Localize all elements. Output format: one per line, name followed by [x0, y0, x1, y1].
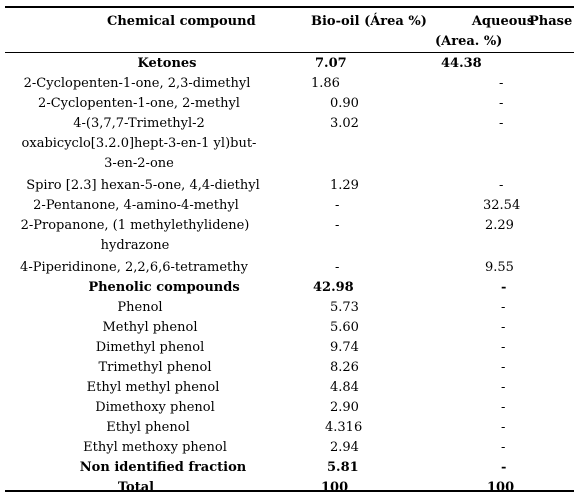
compound-name: Non identified fraction — [79, 460, 247, 475]
header-aqueous-line2: (Area. %) — [435, 34, 503, 49]
aqueous-value: - — [499, 96, 504, 111]
header-phase: Phase — [529, 14, 573, 29]
biooil-value: 100 — [321, 480, 349, 495]
compound-name: Ethyl phenol — [106, 420, 190, 435]
biooil-value: 1.86 — [311, 76, 340, 91]
aqueous-value: - — [501, 380, 506, 395]
compound-name: Dimethyl phenol — [95, 340, 205, 355]
aqueous-value: 9.55 — [485, 260, 514, 275]
biooil-value: 4.84 — [330, 380, 359, 395]
biooil-value: 1.29 — [330, 178, 359, 193]
compound-name: 2-Cyclopenten-1-one, 2-methyl — [38, 96, 240, 111]
aqueous-value: 100 — [487, 480, 515, 495]
aqueous-value: - — [499, 76, 504, 91]
aqueous-value: - — [501, 440, 506, 455]
compound-name: Phenolic compounds — [88, 280, 240, 295]
biooil-value: 2.90 — [330, 400, 359, 415]
biooil-value: 9.74 — [330, 340, 359, 355]
compound-name: Trimethyl phenol — [98, 360, 212, 375]
biooil-value: 5.60 — [330, 320, 359, 335]
biooil-value: 5.73 — [330, 300, 359, 315]
aqueous-value: 2.29 — [485, 218, 514, 233]
compound-name: Phenol — [117, 300, 163, 315]
compound-name: 2-Pentanone, 4-amino-4-methyl — [33, 198, 239, 213]
compound-name: 4-Piperidinone, 2,2,6,6-tetramethy — [20, 260, 248, 275]
header-compound: Chemical compound — [107, 14, 256, 29]
aqueous-value: - — [501, 320, 506, 335]
aqueous-value: - — [501, 340, 506, 355]
biooil-value: 0.90 — [330, 96, 359, 111]
aqueous-value: 32.54 — [483, 198, 521, 213]
biooil-value: 8.26 — [330, 360, 359, 375]
compound-name: Ethyl methoxy phenol — [83, 440, 227, 455]
aqueous-value: - — [499, 178, 504, 193]
compound-name: Spiro [2.3] hexan-5-one, 4,4-diethyl — [26, 178, 260, 193]
aqueous-value: - — [501, 360, 506, 375]
biooil-value: 2.94 — [330, 440, 359, 455]
biooil-value: 3.02 — [330, 116, 359, 131]
aqueous-value: 44.38 — [441, 56, 482, 71]
biooil-value: 7.07 — [315, 56, 347, 71]
compound-name: 4-(3,7,7-Trimethyl-2 — [73, 116, 205, 131]
compound-name: Dimethoxy phenol — [95, 400, 215, 415]
biooil-value: - — [335, 260, 340, 275]
biooil-value: - — [335, 218, 340, 233]
table-bottom-rule — [5, 490, 574, 492]
header-aqueous: Aqueous Phase (Area. %) — [435, 12, 579, 52]
compound-name: 3-en-2-one — [104, 156, 174, 171]
compound-name: Methyl phenol — [102, 320, 198, 335]
aqueous-value: - — [501, 460, 507, 475]
aqueous-value: - — [501, 280, 507, 295]
table-top-rule — [5, 6, 574, 8]
biooil-value: 4.316 — [325, 420, 363, 435]
biooil-value: - — [335, 198, 340, 213]
header-biooil: Bio-oil (Área %) — [311, 14, 427, 29]
table-header-rule — [5, 52, 574, 53]
compound-name: Ethyl methyl phenol — [86, 380, 220, 395]
compound-name: 2-Cyclopenten-1-one, 2,3-dimethyl — [23, 76, 251, 91]
compound-table: Chemical compound Bio-oil (Área %) Aqueo… — [5, 6, 574, 495]
header-aqueous-line1: Aqueous — [471, 14, 535, 29]
aqueous-value: - — [499, 116, 504, 131]
compound-name: Ketones — [137, 56, 197, 71]
compound-name: 2-Propanone, (1 methylethylidene) — [20, 218, 250, 233]
biooil-value: 42.98 — [313, 280, 354, 295]
aqueous-value: - — [501, 420, 506, 435]
compound-name: hydrazone — [100, 238, 170, 253]
biooil-value: 5.81 — [327, 460, 359, 475]
compound-name: oxabicyclo[3.2.0]hept-3-en-1 yl)but- — [21, 136, 257, 151]
aqueous-value: - — [501, 300, 506, 315]
compound-name: Total — [117, 480, 155, 495]
aqueous-value: - — [501, 400, 506, 415]
